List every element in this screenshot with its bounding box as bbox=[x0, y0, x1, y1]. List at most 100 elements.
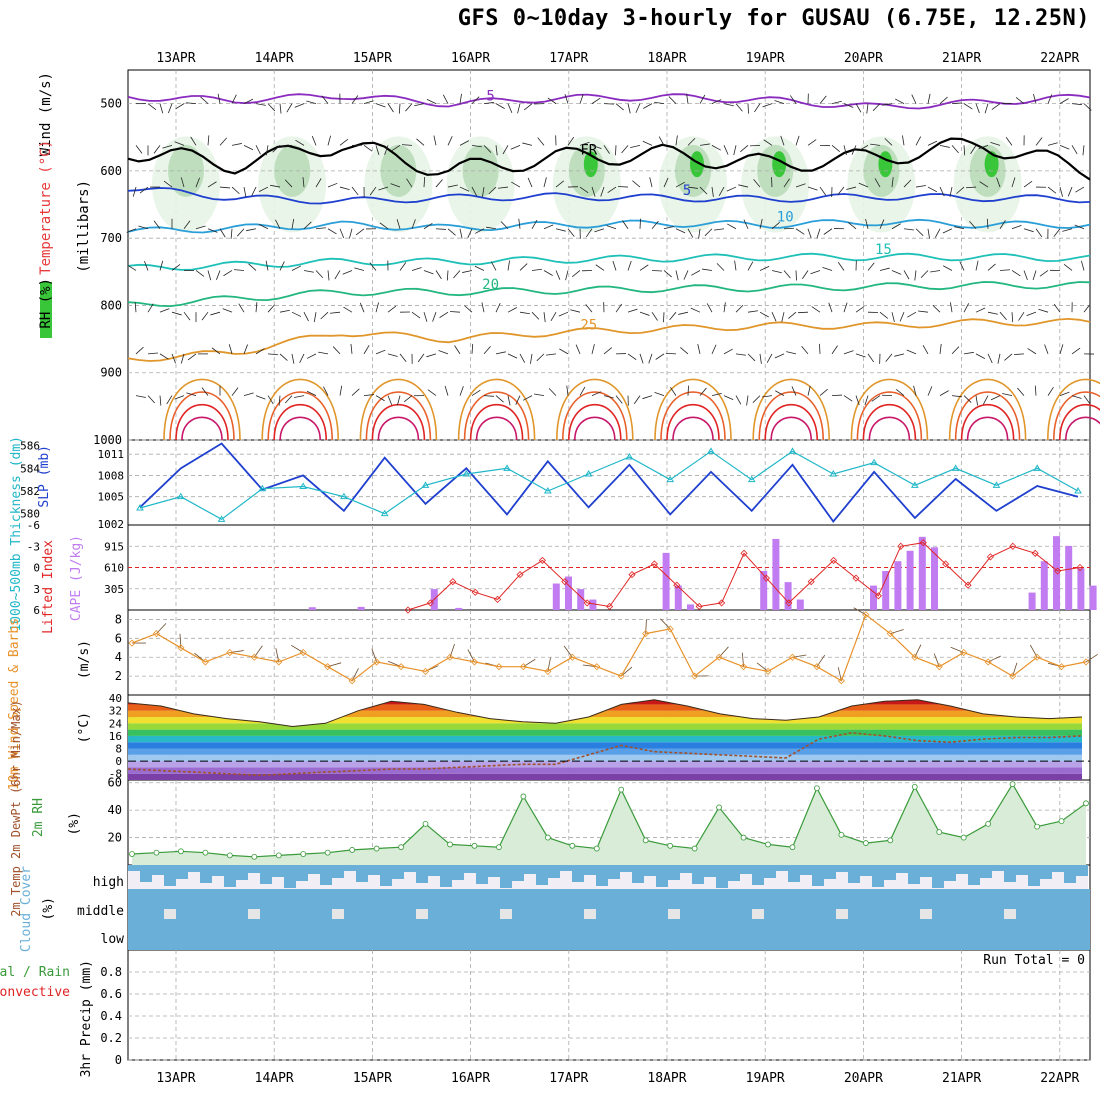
rh-marker bbox=[569, 842, 576, 849]
precip-tick-label: 0.6 bbox=[100, 987, 122, 1001]
wind-barb bbox=[922, 345, 929, 355]
wind-barb bbox=[231, 186, 240, 195]
upper-ylabel-wind: Wind (m/s) bbox=[38, 72, 54, 156]
cape-bar bbox=[1040, 561, 1048, 610]
surface-isotherm-loop bbox=[654, 378, 732, 441]
wind-barb bbox=[482, 186, 485, 197]
wind-barb bbox=[698, 228, 701, 239]
wind-barb bbox=[702, 268, 713, 271]
wind-barb bbox=[387, 395, 393, 406]
wind-barb bbox=[920, 270, 929, 278]
cloud-high-bar bbox=[656, 865, 668, 887]
cloud-high-gap bbox=[560, 871, 572, 889]
wind-speed-marker bbox=[813, 663, 821, 671]
pressure-tick-label: 900 bbox=[100, 366, 122, 380]
li-tick-label: 3 bbox=[33, 583, 40, 596]
wind-barb bbox=[711, 144, 721, 151]
wind-barb bbox=[579, 141, 590, 146]
wind-barb bbox=[622, 220, 629, 229]
rh-marker bbox=[373, 845, 380, 852]
wind-barb bbox=[1004, 353, 1013, 361]
thickness-marker bbox=[788, 447, 797, 454]
wind-barb bbox=[565, 270, 569, 281]
wind-barb bbox=[339, 385, 343, 396]
wind-barb bbox=[642, 395, 653, 400]
wind-tick-label: 4 bbox=[115, 650, 122, 664]
wind-barb bbox=[791, 386, 797, 396]
cape-bar bbox=[1065, 545, 1073, 610]
thickness-marker bbox=[1033, 464, 1042, 471]
rh-marker bbox=[422, 820, 429, 827]
wind-barb bbox=[1067, 186, 1073, 197]
temp-tick-label: 32 bbox=[109, 705, 122, 718]
wind-barb bbox=[423, 312, 428, 322]
wind-barb bbox=[999, 311, 1007, 320]
wind-barb bbox=[339, 186, 350, 191]
wind-barb bbox=[510, 144, 521, 150]
wind-barb bbox=[471, 96, 480, 104]
wind-barb bbox=[807, 139, 817, 146]
wind-barb bbox=[786, 351, 797, 355]
wind-barb bbox=[643, 103, 653, 109]
wind-barb bbox=[783, 178, 790, 188]
wind-barb bbox=[795, 183, 806, 188]
wind-barb bbox=[595, 264, 605, 271]
wind-speed-marker bbox=[226, 648, 234, 657]
rh-marker bbox=[349, 847, 356, 853]
wind-speed-marker bbox=[324, 663, 332, 671]
temp-band bbox=[128, 761, 1082, 768]
cloud-high-gap bbox=[1064, 883, 1076, 889]
wind-barb bbox=[807, 385, 811, 396]
wind-barb bbox=[795, 135, 800, 146]
wind-barb bbox=[291, 265, 302, 271]
wind-barb bbox=[571, 270, 581, 278]
wind-barb bbox=[219, 186, 230, 189]
wind-barb bbox=[979, 181, 989, 188]
wind-barb bbox=[238, 303, 245, 313]
cloud-high-bar bbox=[992, 865, 1004, 871]
wind-barb bbox=[1023, 228, 1034, 233]
wind-speed-marker bbox=[250, 653, 258, 661]
cloud-high-gap bbox=[512, 881, 524, 889]
isotherm-line bbox=[127, 281, 1091, 308]
wind-barb bbox=[255, 302, 258, 313]
cloud-high-bar bbox=[764, 865, 776, 878]
cape-bar bbox=[796, 599, 804, 610]
wind-barb bbox=[303, 312, 309, 322]
wind-barb bbox=[630, 144, 641, 148]
rh-shade-high bbox=[690, 151, 704, 178]
wind-barb bbox=[734, 260, 737, 271]
rh-area bbox=[132, 784, 1086, 865]
wind-barb bbox=[272, 145, 281, 153]
wind-barb bbox=[406, 178, 413, 188]
wind-barb bbox=[175, 103, 185, 110]
li-marker bbox=[874, 592, 882, 600]
wind-barb bbox=[255, 103, 266, 106]
surface-isotherm-loop bbox=[966, 416, 1009, 441]
wind-barb bbox=[543, 312, 546, 323]
wind-barb bbox=[771, 222, 780, 230]
wind-barb bbox=[447, 228, 456, 236]
wind-barb bbox=[627, 103, 631, 114]
wind-barb bbox=[359, 302, 365, 313]
cloud-mid-gap bbox=[416, 909, 428, 919]
wind-barb bbox=[735, 353, 746, 356]
wind-barb bbox=[879, 267, 890, 271]
wind-barb bbox=[795, 270, 797, 281]
wind-speed-marker bbox=[373, 658, 381, 666]
surface-isotherm-loop bbox=[463, 391, 530, 441]
wind-barb bbox=[163, 180, 173, 188]
wind-barb bbox=[783, 227, 795, 230]
wind-barb bbox=[1053, 228, 1061, 237]
wind-barb bbox=[351, 186, 359, 196]
wind-barb bbox=[132, 186, 137, 197]
li-marker bbox=[785, 599, 793, 607]
wind-barb bbox=[1005, 137, 1013, 146]
wind-speed-marker bbox=[568, 653, 576, 661]
wind-barb bbox=[615, 395, 623, 404]
wind-barb bbox=[375, 349, 386, 355]
wind-barb bbox=[279, 261, 285, 271]
wind-barb bbox=[843, 145, 847, 156]
wind-barb bbox=[500, 221, 509, 230]
